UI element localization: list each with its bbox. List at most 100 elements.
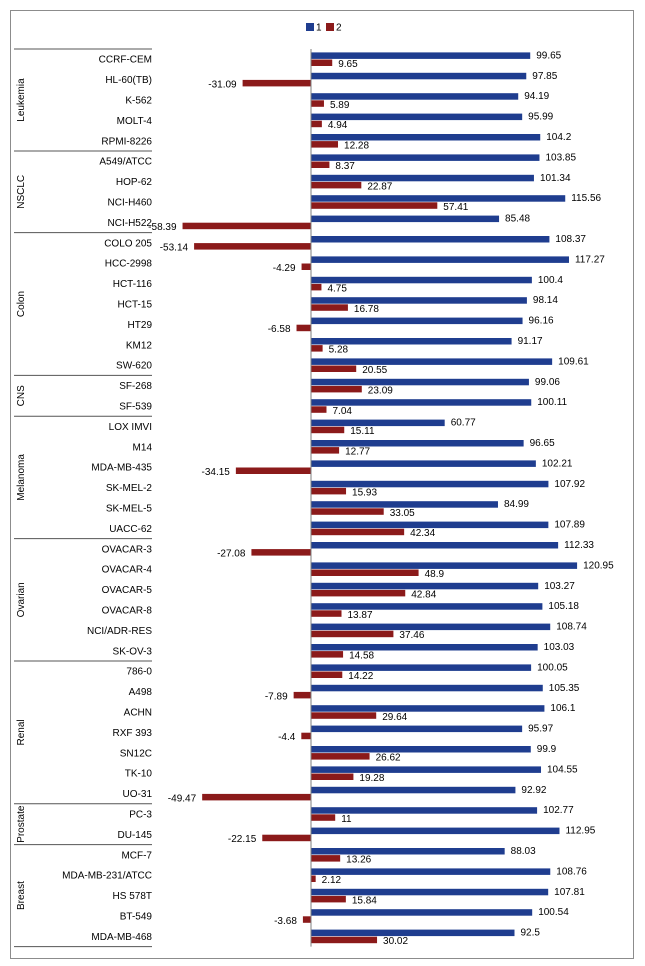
bar-series-1 bbox=[311, 562, 578, 569]
data-label-series-2: 16.78 bbox=[354, 304, 379, 315]
data-label-series-2: 15.93 bbox=[352, 487, 377, 498]
bar-series-1 bbox=[311, 256, 569, 263]
bar-series-1 bbox=[311, 399, 532, 406]
bar-series-1 bbox=[311, 786, 516, 794]
bar-series-1 bbox=[311, 93, 519, 100]
bar-series-2 bbox=[311, 283, 322, 291]
data-label-series-2: 13.26 bbox=[346, 855, 371, 866]
category-label: SK-MEL-5 bbox=[106, 504, 153, 515]
legend-swatch-series-1 bbox=[306, 23, 314, 31]
bar-series-1 bbox=[311, 338, 512, 345]
bar-series-2 bbox=[311, 712, 377, 719]
bar-series-1 bbox=[311, 134, 541, 141]
category-label: OVACAR-4 bbox=[102, 565, 153, 576]
data-label-series-1: 117.27 bbox=[575, 254, 605, 265]
bar-series-1 bbox=[311, 317, 523, 325]
group-label: Melanoma bbox=[16, 454, 27, 501]
data-label-series-2: 4.75 bbox=[327, 283, 347, 294]
data-label-series-1: 60.77 bbox=[451, 418, 476, 429]
bar-series-2 bbox=[311, 100, 324, 107]
data-label-series-2: -7.89 bbox=[265, 691, 288, 702]
bar-series-1 bbox=[311, 521, 549, 529]
data-label-series-1: 96.16 bbox=[529, 316, 554, 327]
category-label: SN12C bbox=[120, 748, 152, 759]
category-label: MDA-MB-231/ATCC bbox=[62, 871, 152, 882]
data-label-series-1: 108.76 bbox=[556, 866, 587, 877]
bar-series-1 bbox=[311, 460, 536, 467]
data-label-series-1: 108.74 bbox=[556, 622, 587, 633]
data-label-series-2: 48.9 bbox=[425, 569, 445, 580]
data-label-series-1: 100.4 bbox=[538, 275, 563, 286]
data-label-series-2: 8.37 bbox=[335, 161, 355, 172]
data-label-series-2: 12.77 bbox=[345, 447, 370, 458]
bar-series-1 bbox=[311, 644, 538, 651]
category-label: MDA-MB-468 bbox=[91, 932, 152, 943]
bar-series-2 bbox=[311, 651, 344, 658]
bar-series-2 bbox=[311, 59, 333, 66]
bar-series-1 bbox=[311, 848, 505, 855]
bar-series-1 bbox=[311, 909, 533, 916]
group-label: Leukemia bbox=[16, 78, 27, 122]
bar-series-1 bbox=[311, 378, 529, 386]
bar-series-2 bbox=[311, 773, 354, 780]
bar-series-1 bbox=[311, 276, 532, 284]
bar-series-1 bbox=[311, 603, 543, 610]
bar-series-1 bbox=[311, 582, 539, 590]
bar-series-2 bbox=[311, 814, 336, 821]
legend-swatch-series-2 bbox=[326, 23, 334, 31]
data-label-series-2: 20.55 bbox=[362, 365, 387, 376]
data-label-series-1: 92.92 bbox=[521, 785, 546, 796]
bar-series-1 bbox=[311, 868, 551, 875]
category-label: SK-OV-3 bbox=[113, 646, 153, 657]
group-label: Colon bbox=[16, 291, 27, 317]
bar-series-2 bbox=[311, 345, 323, 352]
data-label-series-2: 15.11 bbox=[350, 426, 375, 437]
category-label: HCT-15 bbox=[118, 300, 153, 311]
data-label-series-2: -34.15 bbox=[202, 467, 231, 478]
category-label: COLO 205 bbox=[104, 238, 152, 249]
bar-series-2 bbox=[301, 732, 311, 740]
category-label: HS 578T bbox=[113, 891, 152, 902]
bar-series-2 bbox=[311, 855, 341, 862]
bar-series-2 bbox=[311, 895, 346, 903]
data-label-series-2: -22.15 bbox=[228, 834, 257, 845]
category-label: A498 bbox=[129, 687, 153, 698]
bar-series-2 bbox=[311, 671, 343, 678]
data-label-series-1: 106.1 bbox=[550, 703, 575, 714]
category-label: CCRF-CEM bbox=[99, 55, 152, 66]
bar-series-1 bbox=[311, 542, 559, 549]
bar-series-2 bbox=[311, 630, 394, 638]
bar-series-2 bbox=[262, 834, 311, 842]
bar-series-1 bbox=[311, 501, 498, 508]
bar-series-1 bbox=[311, 195, 566, 202]
bar-series-1 bbox=[311, 358, 553, 365]
category-label: MCF-7 bbox=[121, 850, 152, 861]
category-label: LOX IMVI bbox=[109, 422, 152, 433]
group-label: Ovarian bbox=[16, 582, 27, 617]
data-label-series-2: -3.68 bbox=[274, 916, 297, 927]
data-label-series-1: 107.89 bbox=[554, 520, 585, 531]
bar-series-1 bbox=[311, 215, 500, 223]
bar-series-1 bbox=[311, 888, 549, 896]
category-label: A549/ATCC bbox=[99, 157, 152, 168]
group-label: CNS bbox=[16, 385, 27, 406]
bar-series-2 bbox=[202, 793, 311, 801]
data-label-series-2: 33.05 bbox=[390, 508, 415, 519]
category-label: NCI-H460 bbox=[108, 198, 153, 209]
data-label-series-1: 112.33 bbox=[564, 540, 594, 551]
data-label-series-2: 29.64 bbox=[382, 712, 407, 723]
data-label-series-2: 30.02 bbox=[383, 936, 408, 947]
category-label: K-562 bbox=[125, 96, 152, 107]
bar-series-2 bbox=[311, 304, 348, 311]
bar-series-2 bbox=[311, 753, 370, 760]
bar-series-2 bbox=[194, 243, 311, 250]
data-label-series-1: 109.61 bbox=[558, 356, 589, 367]
data-label-series-1: 98.14 bbox=[533, 295, 558, 306]
data-label-series-2: 2.12 bbox=[322, 875, 342, 886]
data-label-series-2: 37.46 bbox=[399, 630, 424, 641]
data-label-series-1: 84.99 bbox=[504, 499, 529, 510]
bar-series-1 bbox=[311, 113, 523, 121]
data-label-series-2: 19.28 bbox=[359, 773, 384, 784]
data-label-series-1: 101.34 bbox=[540, 173, 571, 184]
